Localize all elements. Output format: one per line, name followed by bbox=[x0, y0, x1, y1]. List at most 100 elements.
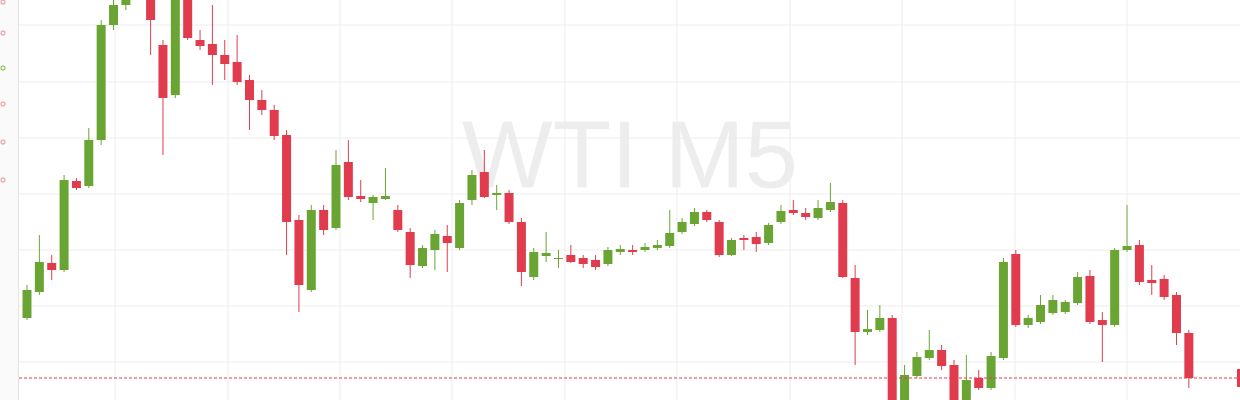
candle-body bbox=[331, 165, 341, 228]
candle-body bbox=[380, 196, 390, 199]
candle-body bbox=[109, 5, 119, 25]
candle-body bbox=[739, 238, 749, 240]
candle-body bbox=[813, 208, 823, 218]
tool-icon[interactable] bbox=[0, 139, 6, 145]
candle-body bbox=[405, 232, 415, 265]
tool-icon[interactable] bbox=[0, 65, 6, 71]
candle-body bbox=[34, 262, 44, 292]
candle-body bbox=[924, 350, 934, 358]
candle-body bbox=[158, 45, 168, 98]
tool-icon[interactable] bbox=[0, 177, 6, 183]
candle-body bbox=[541, 253, 551, 256]
candle-body bbox=[504, 193, 514, 222]
candle-body bbox=[875, 318, 885, 330]
candle-body bbox=[121, 0, 131, 5]
candle-body bbox=[751, 237, 761, 244]
candle-body bbox=[825, 202, 835, 210]
candle-body bbox=[764, 225, 774, 243]
tool-icon[interactable] bbox=[0, 0, 6, 5]
candle-body bbox=[1147, 280, 1157, 283]
candle-body bbox=[418, 248, 428, 266]
candle-body bbox=[257, 100, 267, 110]
candle-body bbox=[479, 172, 489, 197]
candle-body bbox=[578, 258, 588, 264]
candle-body bbox=[1011, 254, 1021, 325]
candle-body bbox=[652, 245, 662, 248]
candle-body bbox=[900, 375, 910, 400]
candle-body bbox=[356, 196, 366, 199]
candle-body bbox=[1097, 320, 1107, 325]
candle-body bbox=[702, 212, 712, 220]
candle-body bbox=[937, 350, 947, 366]
candle-body bbox=[714, 222, 724, 255]
tool-icon[interactable] bbox=[0, 30, 6, 36]
candle-body bbox=[887, 318, 897, 400]
side-toolbar bbox=[0, 0, 18, 400]
candle-body bbox=[529, 252, 539, 277]
candle-body bbox=[727, 240, 737, 255]
candle-body bbox=[566, 255, 576, 262]
candle-body bbox=[974, 378, 984, 388]
candle-body bbox=[603, 250, 613, 264]
candle-body bbox=[282, 135, 292, 222]
candle-body bbox=[146, 0, 156, 20]
candle-body bbox=[850, 278, 860, 332]
candle-body bbox=[47, 263, 57, 270]
candle-body bbox=[776, 211, 786, 222]
candle-body bbox=[986, 356, 996, 388]
watermark: WTI M5 bbox=[462, 101, 798, 208]
candle-body bbox=[195, 40, 205, 46]
candle-body bbox=[170, 0, 180, 95]
candle-body bbox=[232, 62, 242, 82]
candle-body bbox=[689, 212, 699, 224]
candle-body bbox=[862, 329, 872, 332]
candle-body bbox=[628, 250, 638, 252]
candle-body bbox=[788, 210, 798, 213]
candle-body bbox=[1036, 305, 1046, 322]
candle-body bbox=[71, 181, 81, 188]
candle-body bbox=[1023, 318, 1033, 325]
candle-body bbox=[1048, 300, 1058, 313]
candle-body bbox=[1171, 295, 1181, 333]
candle-body bbox=[319, 210, 329, 230]
candle-body bbox=[183, 0, 193, 38]
candle-body bbox=[665, 233, 675, 246]
candle-body bbox=[22, 290, 32, 318]
candle-body bbox=[306, 210, 316, 290]
candle-body bbox=[269, 110, 279, 136]
candle-body bbox=[96, 25, 106, 140]
candle-body bbox=[1159, 279, 1169, 297]
candle-body bbox=[591, 260, 601, 267]
candle-body bbox=[343, 162, 353, 197]
candle-body bbox=[949, 365, 959, 400]
candle-body bbox=[1110, 250, 1120, 325]
candle-body bbox=[640, 247, 650, 250]
candle-body bbox=[368, 197, 378, 203]
candle-body bbox=[677, 222, 687, 232]
candle-body bbox=[467, 175, 477, 200]
candle-body bbox=[430, 234, 440, 250]
candle-body bbox=[838, 203, 848, 277]
candle-body bbox=[207, 44, 217, 55]
candle-body bbox=[1073, 277, 1083, 303]
candle-body bbox=[1184, 333, 1194, 378]
price-marker bbox=[1237, 369, 1240, 387]
candle-body bbox=[998, 262, 1008, 358]
candle-body bbox=[244, 80, 254, 100]
candle-body bbox=[1122, 246, 1132, 250]
candle-body bbox=[553, 258, 563, 259]
candle-body bbox=[615, 249, 625, 252]
candle-body bbox=[801, 213, 811, 217]
candle-body bbox=[84, 140, 94, 186]
tool-icon[interactable] bbox=[0, 101, 6, 107]
candle-body bbox=[912, 357, 922, 376]
toolbar-icons bbox=[0, 0, 6, 183]
candle-body bbox=[393, 210, 403, 230]
plot-area bbox=[19, 0, 1240, 400]
candle-body bbox=[961, 380, 971, 400]
candle-body bbox=[1134, 245, 1144, 282]
candle-body bbox=[1060, 302, 1070, 312]
candle-body bbox=[455, 203, 465, 248]
candle-body bbox=[220, 55, 230, 64]
